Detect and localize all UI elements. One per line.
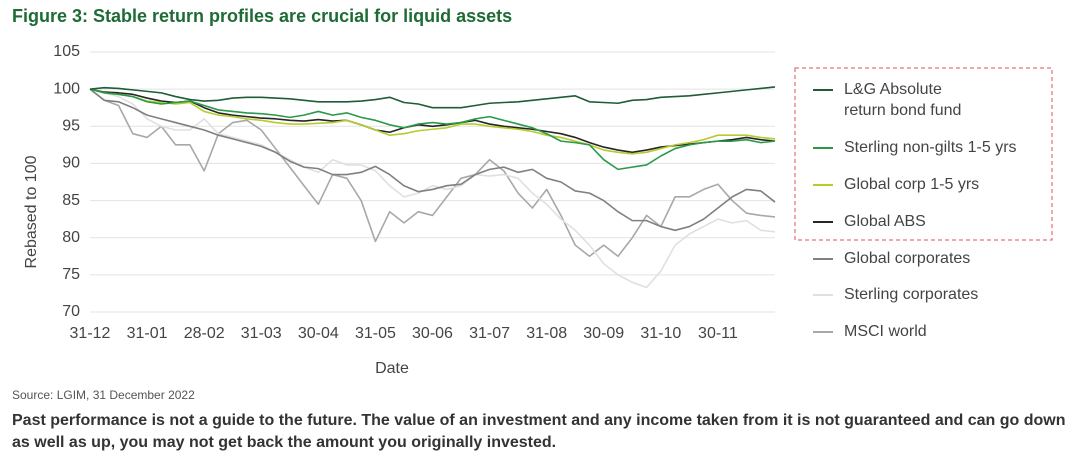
series-line	[89, 88, 776, 258]
legend-label: Sterling corporates	[844, 286, 978, 303]
series-line	[89, 86, 776, 109]
x-axis-label: Date	[375, 360, 409, 377]
x-tick-label: 28-02	[184, 325, 225, 342]
x-tick-label: 31-12	[70, 325, 111, 342]
y-tick-label: 70	[62, 303, 80, 320]
legend-label: L&G Absolute return bond fund	[844, 81, 961, 119]
x-tick-label: 31-07	[469, 325, 510, 342]
y-tick-label: 90	[62, 155, 80, 172]
highlight-box	[794, 67, 1053, 241]
series-line	[89, 88, 776, 155]
chart: Figure 3: Stable return profiles are cru…	[12, 6, 1053, 402]
y-tick-label: 95	[62, 118, 80, 135]
x-tick-label: 30-11	[698, 325, 738, 342]
y-tick-label: 80	[62, 229, 80, 246]
x-tick-label: 30-04	[298, 325, 339, 342]
series-line	[89, 88, 776, 154]
x-tick-label: 30-06	[412, 325, 453, 342]
y-tick-label: 100	[53, 80, 80, 97]
x-tick-label: 31-10	[640, 325, 681, 342]
source: Source: LGIM, 31 December 2022	[12, 388, 195, 402]
series-line	[89, 88, 776, 232]
y-tick-label: 105	[53, 43, 80, 60]
legend-label: Global ABS	[844, 213, 926, 230]
legend-label: MSCI world	[844, 323, 927, 340]
y-tick-label: 75	[62, 266, 80, 283]
series-line	[89, 88, 776, 289]
chart-title: Figure 3: Stable return profiles are cru…	[12, 6, 512, 26]
x-tick-label: 31-01	[127, 325, 168, 342]
y-tick-label: 85	[62, 192, 80, 209]
series-line	[89, 88, 776, 171]
legend-label: Sterling non-gilts 1-5 yrs	[844, 139, 1017, 156]
disclaimer: Past performance is not a guide to the f…	[12, 412, 1066, 451]
y-axis-label: Rebased to 100	[23, 155, 40, 268]
x-tick-label: 30-09	[583, 325, 624, 342]
x-tick-label: 31-08	[526, 325, 567, 342]
legend-label: Global corporates	[844, 250, 970, 267]
legend-label: Global corp 1-5 yrs	[844, 176, 979, 193]
x-tick-label: 31-03	[241, 325, 282, 342]
x-tick-label: 31-05	[355, 325, 396, 342]
